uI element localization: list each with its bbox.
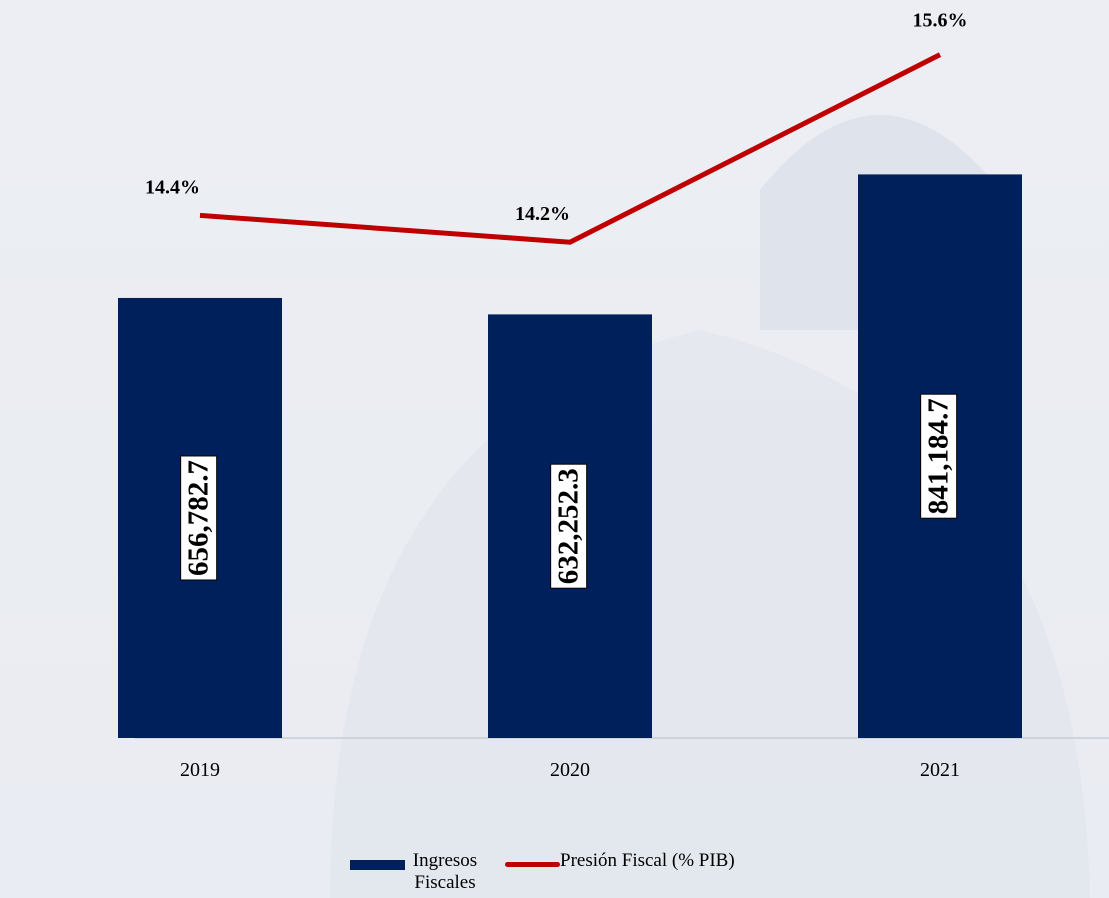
data-label-box [920, 393, 958, 519]
x-tick-label: 2020 [550, 759, 590, 781]
data-label: 15.6% [913, 10, 968, 32]
legend-item: Presión Fiscal (% PIB) [505, 850, 735, 872]
data-label-group: 841,184.7 [920, 393, 958, 519]
legend-label: Presión Fiscal (% PIB) [560, 850, 735, 871]
data-label: 632,252.3 [553, 468, 585, 584]
line [199, 52, 942, 245]
data-label: 841,184.7 [923, 398, 955, 514]
legend-swatch [350, 860, 405, 870]
x-tick-label: 2019 [180, 759, 220, 781]
data-label-box [180, 455, 218, 581]
data-label-group: 632,252.3 [550, 463, 588, 589]
data-label: 14.4% [145, 176, 200, 198]
data-label: 656,782.7 [183, 460, 215, 576]
data-label-group: 656,782.7 [180, 455, 218, 581]
x-tick-label: 2021 [920, 759, 960, 781]
data-label-box [550, 463, 588, 589]
legend: Ingresos Fiscales Presión Fiscal (% PIB) [350, 850, 755, 894]
data-label: 14.2% [515, 203, 570, 225]
legend-label: Ingresos Fiscales [412, 850, 478, 893]
legend-item: Ingresos Fiscales [350, 850, 485, 894]
legend-swatch [505, 862, 560, 867]
